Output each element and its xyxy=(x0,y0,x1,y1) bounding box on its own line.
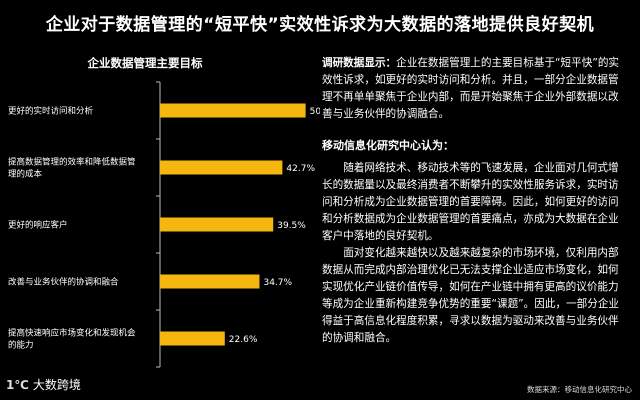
data-source: 数据来源：移动信息化研究中心 xyxy=(527,385,632,394)
survey-text: 企业在数据管理上的主要目标基于“短平快”的实效性诉求，如更好的实时访问和分析。并… xyxy=(322,57,620,120)
survey-label: 调研数据显示： xyxy=(322,57,397,69)
research-heading: 移动信息化研究中心认为： xyxy=(322,139,454,152)
survey-paragraph: 调研数据显示：企业在数据管理上的主要目标基于“短平快”的实效性诉求，如更好的实时… xyxy=(322,55,626,123)
page-title: 企业对于数据管理的“短平快”实效性诉求为大数据的落地提供良好契机 xyxy=(45,15,595,35)
category-label: 提高数据管理的效率和降低数据管理的成本 xyxy=(8,157,136,180)
category-label: 更好的实时访问和分析 xyxy=(8,106,94,117)
analysis-text: 调研数据显示：企业在数据管理上的主要目标基于“短平快”的实效性诉求，如更好的实时… xyxy=(322,55,626,347)
category-label: 改善与业务伙伴的协调和融合 xyxy=(8,277,119,288)
bar xyxy=(160,103,306,118)
bar-chart: 企业数据管理主要目标 50.8% 更好的实时访问和分析 42.7% 提高数据管理的效率… xyxy=(8,56,320,368)
category-label: 更好的响应客户 xyxy=(8,220,68,231)
bar-value-label: 39.5% xyxy=(277,221,306,231)
category-label: 提高快速响应市场变化和发现机会的能力 xyxy=(8,328,136,351)
logo-mark: 1℃ xyxy=(6,377,29,392)
bar-value-label: 50.8% xyxy=(310,107,320,117)
bar-value-label: 34.7% xyxy=(263,278,292,288)
research-paragraph-2: 面对变化越来越快以及越来越复杂的市场环境，仅利用内部数据从而完成内部治理优化已无… xyxy=(322,247,620,344)
logo-text: 大数跨境 xyxy=(32,378,81,392)
bar xyxy=(160,331,225,346)
bar-value-label: 22.6% xyxy=(229,335,258,345)
chart-title: 企业数据管理主要目标 xyxy=(87,56,203,70)
research-paragraph-1: 随着网络技术、移动技术等的飞速发展，企业面对几何式增长的数据量以及最终消费者不断… xyxy=(322,162,619,242)
bar xyxy=(160,274,260,289)
bar-value-label: 42.7% xyxy=(286,164,315,174)
bar xyxy=(160,160,283,175)
bar xyxy=(160,217,274,232)
brand-logo: 1℃ 大数跨境 xyxy=(6,376,81,393)
